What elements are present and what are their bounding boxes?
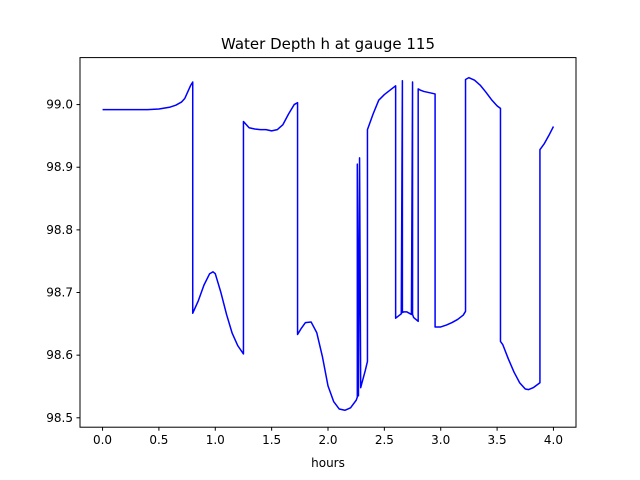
y-tick-label: 98.8: [46, 223, 73, 237]
y-axis-ticks: 98.5 98.6 98.7 98.8 98.9 99.0: [46, 98, 80, 425]
x-tick-label: 1.5: [262, 433, 281, 447]
y-tick-label: 98.5: [46, 411, 73, 425]
x-tick-label: 3.5: [488, 433, 507, 447]
y-tick-label: 99.0: [46, 98, 73, 112]
x-tick-label: 2.5: [375, 433, 394, 447]
x-tick-label: 3.0: [431, 433, 450, 447]
x-tick-label: 4.0: [544, 433, 563, 447]
chart-title: Water Depth h at gauge 115: [221, 35, 435, 53]
x-tick-label: 0.5: [149, 433, 168, 447]
x-tick-label: 2.0: [318, 433, 337, 447]
plot-area: [102, 76, 555, 412]
series-line-1: [102, 76, 555, 412]
y-tick-label: 98.7: [46, 286, 73, 300]
x-axis-ticks: 0.0 0.5 1.0 1.5 2.0 2.5 3.0 3.5 4.0: [93, 427, 563, 447]
plot-frame: [79, 57, 577, 428]
y-tick-label: 98.9: [46, 160, 73, 174]
y-tick-label: 98.6: [46, 348, 73, 362]
x-tick-label: 1.0: [206, 433, 225, 447]
x-tick-label: 0.0: [93, 433, 112, 447]
x-axis-label: hours: [311, 456, 345, 470]
